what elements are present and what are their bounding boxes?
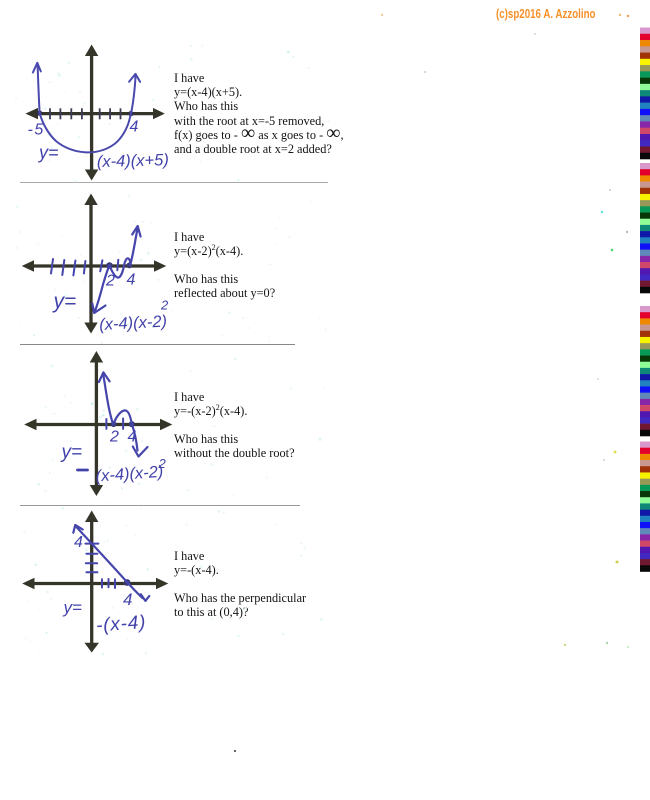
svg-text:(x-4)(x-2): (x-4)(x-2) bbox=[95, 463, 164, 486]
svg-text:4: 4 bbox=[74, 534, 83, 551]
svg-text:y=: y= bbox=[52, 290, 77, 313]
svg-text:4: 4 bbox=[128, 429, 137, 446]
svg-text:2: 2 bbox=[158, 456, 167, 471]
svg-text:(x-4)(x-2): (x-4)(x-2) bbox=[99, 312, 168, 334]
svg-text:4: 4 bbox=[130, 119, 139, 136]
svg-text:2: 2 bbox=[109, 429, 119, 446]
svg-text:-(x-4): -(x-4) bbox=[95, 612, 147, 636]
svg-text:2: 2 bbox=[160, 298, 169, 313]
svg-text:4: 4 bbox=[127, 272, 136, 289]
svg-text:(x-4)(x+5): (x-4)(x+5) bbox=[97, 151, 169, 171]
svg-text:y=: y= bbox=[60, 442, 83, 463]
svg-text:-5: -5 bbox=[28, 122, 45, 139]
svg-text:2: 2 bbox=[105, 273, 115, 290]
svg-text:y=: y= bbox=[37, 143, 59, 163]
svg-text:y=: y= bbox=[63, 598, 83, 617]
svg-text:4: 4 bbox=[123, 590, 132, 609]
